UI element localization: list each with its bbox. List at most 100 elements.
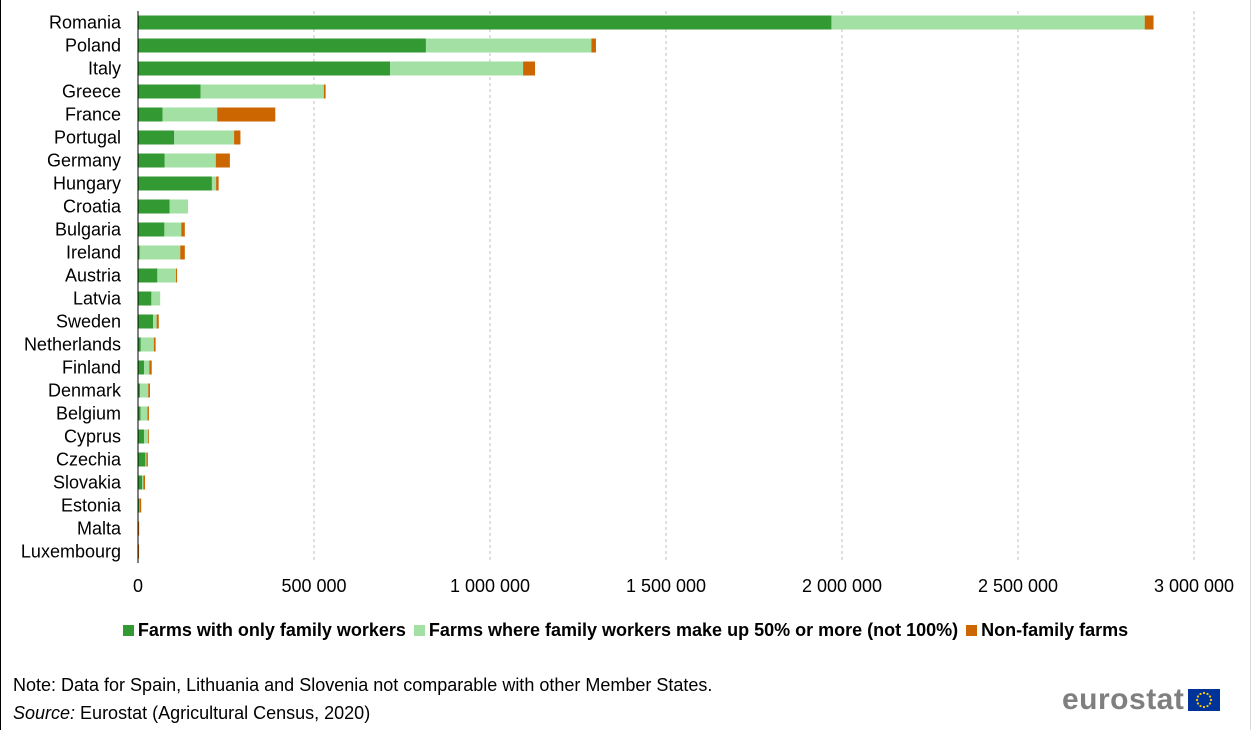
eu-star	[1199, 692, 1202, 696]
bar-finland-series-1	[143, 360, 150, 375]
bar-france-series-0	[138, 107, 163, 122]
bar-latvia-series-1	[151, 291, 161, 306]
bar-belgium-series-0	[138, 406, 141, 421]
x-tick-label: 1 500 000	[626, 576, 706, 596]
bar-austria-series-2	[176, 268, 178, 283]
bar-germany-series-0	[138, 153, 165, 168]
bar-belgium-series-1	[140, 406, 148, 421]
category-label: Romania	[49, 13, 122, 33]
bar-portugal-series-0	[138, 130, 175, 145]
bar-netherlands-series-1	[140, 337, 154, 352]
eu-star	[1209, 702, 1212, 705]
x-tick-label: 1 000 000	[450, 576, 530, 596]
category-label: Germany	[47, 151, 121, 171]
bar-italy-series-0	[138, 61, 391, 76]
bar-greece-series-2	[323, 84, 326, 99]
legend-swatch-non-family	[966, 625, 978, 636]
category-label: Czechia	[56, 450, 122, 470]
category-label: Hungary	[53, 174, 121, 194]
bar-bulgaria-series-2	[181, 222, 185, 237]
category-label: Portugal	[54, 128, 121, 148]
bar-malta-series-2	[138, 521, 140, 536]
bar-cyprus-series-2	[148, 429, 150, 444]
bar-greece-series-1	[200, 84, 324, 99]
bar-series	[138, 15, 1154, 559]
bar-belgium-series-2	[147, 406, 149, 421]
category-label: Italy	[88, 59, 121, 79]
bar-denmark-series-1	[140, 383, 149, 398]
bar-czechia-series-0	[138, 452, 146, 467]
legend: Farms with only family workers Farms whe…	[0, 620, 1251, 641]
x-tick-label: 0	[133, 576, 143, 596]
category-label: Latvia	[73, 289, 122, 309]
bar-czechia-series-2	[146, 452, 148, 467]
category-label: Luxembourg	[21, 542, 121, 562]
bar-romania-series-1	[831, 15, 1145, 30]
bar-luxembourg-series-2	[138, 544, 140, 559]
bar-germany-series-1	[164, 153, 216, 168]
category-label: France	[65, 105, 121, 125]
x-tick-label: 2 500 000	[978, 576, 1058, 596]
bar-portugal-series-2	[234, 130, 241, 145]
bar-romania-series-0	[138, 15, 832, 30]
bar-france-series-2	[217, 107, 276, 122]
bar-greece-series-0	[138, 84, 201, 99]
bar-bulgaria-series-1	[164, 222, 182, 237]
bar-croatia-series-0	[138, 199, 170, 214]
eurostat-logo: eurostat	[1062, 683, 1221, 717]
bar-finland-series-0	[138, 360, 144, 375]
bar-italy-series-1	[390, 61, 524, 76]
bar-cyprus-series-0	[138, 429, 144, 444]
bar-germany-series-2	[215, 153, 230, 168]
logo-text: eurostat	[1062, 683, 1185, 716]
bar-estonia-series-0	[138, 498, 140, 513]
grid-lines	[313, 11, 1195, 563]
eu-star	[1196, 698, 1199, 702]
bar-sweden-series-2	[156, 314, 159, 329]
legend-swatch-family-majority	[413, 625, 425, 636]
bar-austria-series-1	[157, 268, 177, 283]
bar-estonia-series-2	[139, 498, 142, 513]
bar-austria-series-0	[138, 268, 158, 283]
eu-star	[1210, 698, 1213, 702]
legend-item-non-family: Non-family farms	[966, 620, 1128, 641]
category-label: Ireland	[66, 243, 121, 263]
bar-ireland-series-0	[138, 245, 140, 260]
legend-item-family-majority: Farms where family workers make up 50% o…	[413, 620, 958, 641]
bar-latvia-series-0	[138, 291, 152, 306]
legend-label-non-family: Non-family farms	[981, 620, 1129, 640]
bar-netherlands-series-2	[153, 337, 156, 352]
eu-star	[1206, 704, 1209, 708]
category-label: Bulgaria	[55, 220, 122, 240]
x-tick-label: 500 000	[281, 576, 346, 596]
eu-star	[1206, 692, 1209, 696]
eu-flag-icon	[1188, 689, 1221, 711]
bar-hungary-series-0	[138, 176, 212, 191]
chart-note: Note: Data for Spain, Lithuania and Slov…	[13, 675, 713, 695]
bar-poland-series-1	[425, 38, 592, 53]
legend-item-family-only: Farms with only family workers	[122, 620, 406, 641]
eu-star	[1197, 702, 1200, 705]
category-label: Finland	[62, 358, 121, 378]
category-label: Netherlands	[24, 335, 121, 355]
bar-poland-series-0	[138, 38, 426, 53]
x-tick-label: 3 000 000	[1154, 576, 1234, 596]
bar-bulgaria-series-0	[138, 222, 165, 237]
bar-czechia-series-1	[145, 452, 147, 467]
eu-star	[1197, 695, 1200, 698]
category-label: Austria	[65, 266, 122, 286]
bar-ireland-series-1	[139, 245, 181, 260]
bar-chart: Romania Poland Italy Greece France Portugal Ge…	[21, 11, 1234, 596]
category-label: Estonia	[61, 496, 122, 516]
bar-hungary-series-2	[216, 176, 219, 191]
legend-swatch-family-only	[122, 625, 134, 636]
bar-netherlands-series-0	[138, 337, 141, 352]
bar-denmark-series-2	[148, 383, 150, 398]
category-labels: Romania Poland Italy Greece France Portugal Ge…	[21, 13, 122, 562]
bar-ireland-series-2	[180, 245, 185, 260]
category-label: Slovakia	[53, 473, 122, 493]
category-label: Cyprus	[64, 427, 121, 447]
category-label: Greece	[62, 82, 121, 102]
source-text: Eurostat (Agricultural Census, 2020)	[75, 703, 371, 723]
bar-finland-series-2	[149, 360, 152, 375]
